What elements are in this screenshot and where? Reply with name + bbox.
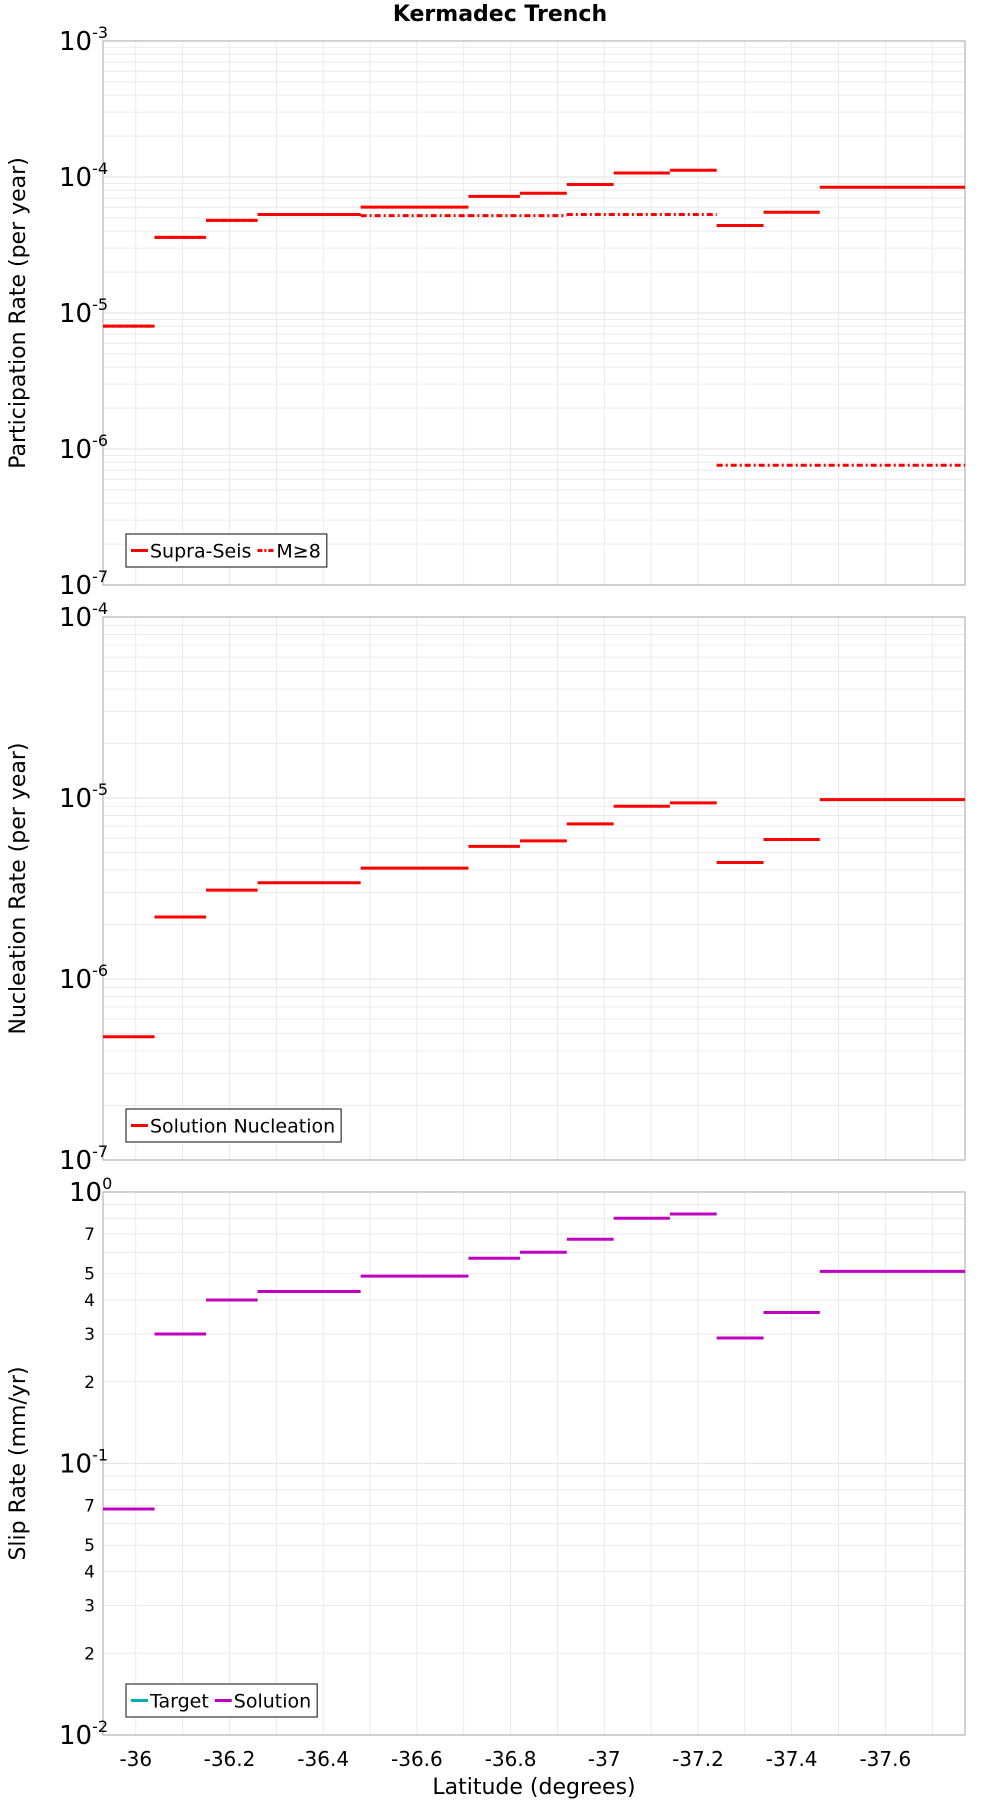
legend-label: Solution [234, 1691, 311, 1713]
y-axis-label: Slip Rate (mm/yr) [6, 1366, 31, 1560]
y-tick-label: 10-5 [59, 295, 108, 329]
chart-panel-2: 10-7 10-6 10-5 10-4 Nucleation Rate (per yea… [6, 599, 966, 1176]
chart-panel-1: 10-7 10-6 10-5 10-4 10-3 Participation Rate (… [6, 23, 966, 601]
x-tick-label: -36.6 [391, 1747, 443, 1771]
legend: Supra-Seis M≥8 [125, 533, 328, 568]
y-minor-tick-label: 4 [84, 1291, 95, 1311]
y-minor-tick-label: 5 [84, 1265, 95, 1285]
y-minor-tick-label: 7 [84, 1497, 95, 1517]
x-tick-label: -36.2 [204, 1747, 256, 1771]
plot-frame [102, 40, 966, 586]
x-tick-label: -36 [119, 1747, 152, 1771]
legend-label: Solution Nucleation [150, 1116, 335, 1138]
y-axis-label: Nucleation Rate (per year) [6, 743, 31, 1035]
x-tick-label: -37 [588, 1747, 621, 1771]
legend: Target Solution [125, 1683, 318, 1718]
legend-box [125, 1108, 342, 1143]
y-minor-tick-label: 3 [84, 1596, 95, 1616]
y-axis-label: Participation Rate (per year) [6, 157, 31, 469]
y-tick-label: 100 [69, 1174, 112, 1208]
y-tick-label: 10-7 [59, 1142, 108, 1176]
y-minor-tick-label: 2 [84, 1373, 95, 1393]
y-tick-label: 10-4 [59, 599, 108, 633]
y-tick-label: 10-1 [59, 1446, 108, 1480]
y-tick-label: 10-4 [59, 159, 108, 193]
y-tick-label: 10-6 [59, 431, 108, 465]
y-tick-label: 10-5 [59, 780, 108, 814]
x-tick-label: -37.4 [766, 1747, 818, 1771]
plot-frame [102, 616, 966, 1161]
chart-title: Kermadec Trench [392, 2, 608, 27]
plot-frame [102, 1191, 966, 1736]
legend-label: Supra-Seis [150, 541, 251, 563]
chart-panel-3: 10-2 10-1 100 2 3 4 5 7 2 3 4 5 7 -36 -36.2 -36.4 -36.6 -… [6, 1174, 966, 1800]
legend-label: Target [149, 1691, 209, 1713]
x-tick-label: -37.6 [859, 1747, 911, 1771]
y-tick-label: 10-7 [59, 567, 108, 601]
legend-box [125, 533, 328, 568]
y-tick-label: 10-2 [59, 1717, 108, 1751]
x-axis-label: Latitude (degrees) [432, 1775, 635, 1800]
x-tick-label: -36.8 [485, 1747, 537, 1771]
x-tick-label: -37.2 [672, 1747, 724, 1771]
y-minor-tick-label: 4 [84, 1563, 95, 1583]
y-minor-tick-label: 2 [84, 1644, 95, 1664]
y-minor-tick-label: 3 [84, 1325, 95, 1345]
x-tick-label: -36.4 [297, 1747, 349, 1771]
y-tick-label: 10-6 [59, 961, 108, 995]
legend-label: M≥8 [276, 541, 320, 563]
y-tick-label: 10-3 [59, 23, 108, 57]
y-minor-tick-label: 7 [84, 1225, 95, 1245]
legend: Solution Nucleation [125, 1108, 342, 1143]
y-minor-tick-label: 5 [84, 1536, 95, 1556]
